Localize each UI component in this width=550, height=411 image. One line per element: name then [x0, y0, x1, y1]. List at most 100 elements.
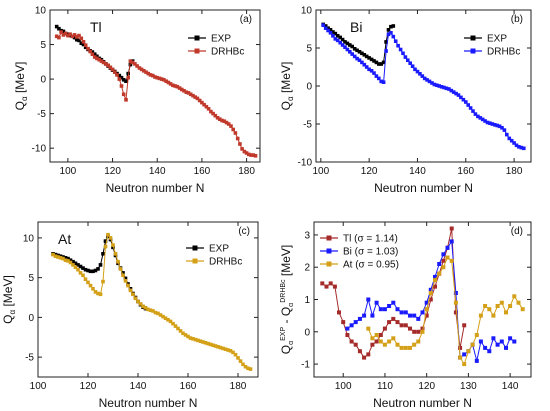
panel-c-element-label: At — [58, 231, 71, 247]
data-point — [478, 313, 483, 318]
data-point — [328, 31, 333, 35]
data-point — [124, 98, 128, 102]
data-point — [378, 307, 383, 312]
panel-a-tag: (a) — [240, 14, 252, 25]
data-point — [186, 91, 191, 95]
data-point — [54, 34, 59, 39]
data-point — [202, 102, 206, 107]
legend-entry: Tl (σ = 1.14) — [343, 234, 398, 245]
y-tick-label: 2 — [304, 263, 310, 274]
data-point — [433, 284, 437, 289]
data-point — [148, 308, 153, 312]
data-point — [181, 331, 185, 336]
data-point — [171, 83, 175, 88]
data-point — [126, 75, 130, 80]
legend-entry: EXP — [211, 34, 231, 45]
data-point — [177, 86, 182, 90]
panel-c-xlabel: Neutron number N — [99, 396, 198, 410]
data-point — [168, 319, 173, 324]
data-point — [96, 291, 100, 296]
data-point — [335, 38, 340, 43]
panel-a-tl: 100 120 140 160 180 -10 -5 0 5 10 (a) Tl EXP DRHBc… — [13, 6, 261, 195]
x-tick-label: 160 — [457, 166, 474, 177]
data-point — [200, 100, 204, 105]
data-point — [108, 236, 113, 240]
data-point — [420, 310, 425, 315]
x-tick-label: 120 — [104, 166, 121, 177]
data-point — [504, 345, 508, 350]
panel-d-legend: Tl (σ = 1.14) Bi (σ = 1.03) At (σ = 0.95) — [320, 234, 399, 271]
panel-a-ylabel: Qα [MeV] — [13, 62, 29, 111]
panel-b-series — [321, 22, 526, 151]
data-point — [117, 77, 122, 81]
data-point — [220, 118, 224, 123]
data-point — [186, 334, 190, 339]
data-point — [398, 47, 403, 52]
data-point — [343, 45, 347, 49]
y-tick-label: -5 — [37, 109, 46, 120]
data-point — [63, 256, 68, 260]
data-point — [218, 117, 222, 121]
data-point — [391, 316, 396, 321]
data-point — [157, 76, 162, 81]
data-point — [412, 329, 417, 334]
data-point — [353, 320, 358, 325]
data-point — [91, 269, 95, 274]
data-point — [420, 329, 425, 334]
data-point — [357, 50, 362, 54]
data-point — [379, 79, 383, 84]
panel-d-xlabel: Neutron number N — [373, 396, 472, 410]
data-point — [369, 57, 374, 62]
data-point — [360, 51, 364, 56]
data-point — [183, 333, 188, 337]
data-point — [137, 66, 142, 70]
data-point — [159, 77, 164, 81]
data-point — [357, 316, 362, 321]
data-point — [171, 321, 175, 326]
data-point — [466, 103, 470, 107]
data-point — [491, 313, 496, 318]
data-point — [462, 352, 467, 357]
data-point — [123, 276, 128, 281]
legend-entry: EXP — [487, 34, 507, 45]
data-point — [126, 71, 130, 76]
x-tick-label: 180 — [506, 166, 523, 177]
data-point — [240, 147, 244, 151]
x-tick-label: 140 — [502, 381, 519, 392]
data-point — [206, 341, 210, 346]
data-point — [86, 280, 90, 285]
data-point — [425, 78, 429, 82]
data-point — [81, 40, 86, 44]
data-point — [72, 33, 77, 37]
y-tick-label: 10 — [23, 233, 35, 244]
data-point — [367, 67, 371, 72]
data-point — [447, 87, 451, 91]
data-point — [221, 346, 225, 351]
data-point — [151, 73, 155, 78]
data-point — [249, 153, 253, 157]
data-point — [333, 37, 338, 41]
data-point — [75, 37, 79, 42]
data-point — [78, 271, 83, 275]
data-point — [352, 54, 357, 59]
data-point — [121, 273, 125, 278]
data-point — [459, 95, 463, 100]
data-point — [54, 24, 59, 29]
data-point — [389, 31, 393, 35]
y-tick-label: 3 — [304, 230, 310, 241]
data-point — [163, 316, 168, 320]
data-point — [103, 244, 108, 249]
data-point — [468, 106, 473, 110]
data-point — [229, 124, 233, 128]
data-point — [118, 267, 123, 271]
data-point — [352, 47, 357, 51]
data-point — [412, 342, 417, 347]
data-point — [480, 117, 485, 122]
data-point — [458, 345, 463, 350]
data-point — [508, 336, 513, 341]
data-point — [326, 26, 330, 30]
data-point — [416, 339, 421, 344]
data-point — [98, 263, 103, 267]
y-tick-label: -10 — [32, 144, 47, 155]
